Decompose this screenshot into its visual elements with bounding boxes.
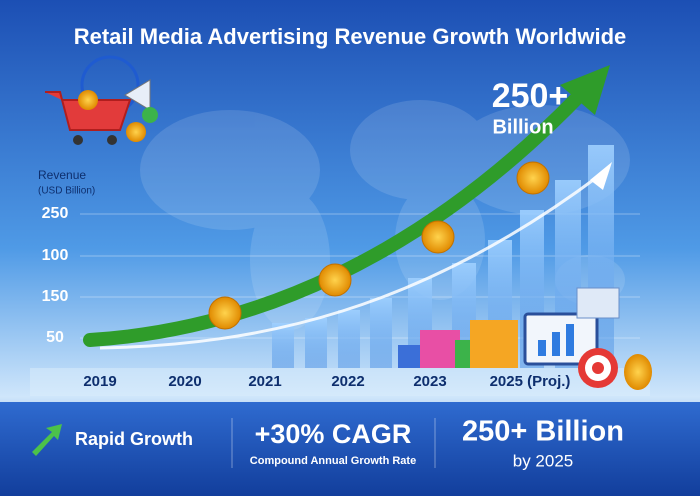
decor bbox=[398, 287, 652, 390]
x-label: 2023 bbox=[413, 373, 446, 390]
green-arrow-head bbox=[560, 65, 610, 115]
white-arrow bbox=[99, 173, 601, 350]
footer-band bbox=[0, 402, 700, 496]
callout-value: 250+ bbox=[492, 77, 569, 115]
y-label: 250 bbox=[42, 205, 69, 222]
x-axis-band bbox=[30, 368, 650, 396]
axis-title: Revenue bbox=[38, 168, 86, 182]
growth-icon bbox=[32, 424, 62, 456]
footer-total: 250+ Billion bbox=[462, 416, 624, 448]
title: Retail Media Advertising Revenue Growth … bbox=[74, 24, 627, 49]
y-label: 50 bbox=[46, 329, 64, 346]
y-label: 100 bbox=[42, 247, 69, 264]
cart-icon bbox=[45, 55, 158, 145]
coins bbox=[208, 161, 550, 330]
x-label: 2019 bbox=[83, 373, 116, 390]
x-label: 2022 bbox=[331, 373, 364, 390]
footer-cagr: +30% CAGR bbox=[255, 419, 412, 449]
footer-total-note: by 2025 bbox=[513, 451, 574, 470]
callout-unit: Billion bbox=[492, 116, 553, 138]
x-label: 2021 bbox=[248, 373, 281, 390]
footer-growth: Rapid Growth bbox=[75, 429, 193, 449]
white-arrow-head bbox=[590, 162, 612, 190]
y-label: 150 bbox=[42, 288, 69, 305]
x-label: 2025 (Proj.) bbox=[490, 373, 571, 390]
footer-cagr-note: Compound Annual Growth Rate bbox=[250, 455, 416, 467]
x-label: 2020 bbox=[168, 373, 201, 390]
axis-subtitle: (USD Billion) bbox=[38, 186, 95, 197]
